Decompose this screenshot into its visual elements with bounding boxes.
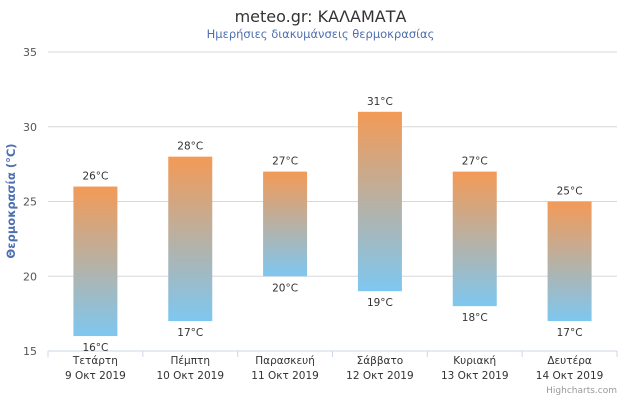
x-tick-date: 14 Οκτ 2019 [536,370,604,382]
x-tick-day: Πέμπτη [170,355,210,367]
x-tick-day: Δευτέρα [547,355,592,367]
high-temp-label: 27°C [462,156,488,168]
low-temp-label: 17°C [177,327,203,339]
temperature-bar[interactable] [263,171,308,277]
bars-group [73,111,592,337]
x-tick-day: Κυριακή [453,355,496,367]
low-temp-label: 20°C [272,282,298,294]
high-temp-label: 26°C [82,171,108,183]
x-tick-date: 12 Οκτ 2019 [346,370,414,382]
credits-text[interactable]: Highcharts.com [546,386,617,396]
x-tick-day: Παρασκευή [255,355,315,367]
low-temp-label: 19°C [367,297,393,309]
y-tick-label: 35 [23,46,37,59]
low-temp-label: 16°C [82,342,108,354]
x-tick-date: 10 Οκτ 2019 [156,370,224,382]
x-tick-day: Σάββατο [357,355,404,367]
temperature-bar[interactable] [73,186,118,337]
y-tick-label: 20 [23,270,37,283]
y-axis-label: Θερμοκρασία (°C) [4,143,18,258]
temperature-bar[interactable] [357,111,402,292]
x-tick-date: 9 Οκτ 2019 [65,370,126,382]
high-temp-label: 27°C [272,156,298,168]
data-labels-group: 26°C 16°C 28°C 17°C 27°C 20°C 31°C 19°C 27°C 18°C… [82,96,582,354]
low-temp-label: 17°C [557,327,583,339]
low-temp-label: 18°C [462,312,488,324]
chart-title: meteo.gr: ΚΑΛΑΜΑΤΑ [235,7,407,26]
y-tick-label: 25 [23,196,37,209]
x-axis-ticks: Τετάρτη 9 Οκτ 2019 Πέμπτη 10 Οκτ 2019 Παρασκ… [65,355,603,382]
temperature-bar[interactable] [168,156,213,322]
grid-lines [47,51,618,357]
x-tick-date: 11 Οκτ 2019 [251,370,319,382]
high-temp-label: 25°C [557,186,583,198]
x-tick-day: Τετάρτη [72,355,118,367]
temperature-bar[interactable] [547,201,592,322]
temperature-bar[interactable] [452,171,497,307]
y-tick-label: 30 [23,121,37,134]
x-tick-date: 13 Οκτ 2019 [441,370,509,382]
y-axis-ticks: 15 20 25 30 35 [23,46,37,358]
chart-subtitle: Ημερήσιες διακυμάνσεις θερμοκρασίας [207,27,435,41]
y-tick-label: 15 [23,345,37,358]
high-temp-label: 31°C [367,96,393,108]
high-temp-label: 28°C [177,141,203,153]
